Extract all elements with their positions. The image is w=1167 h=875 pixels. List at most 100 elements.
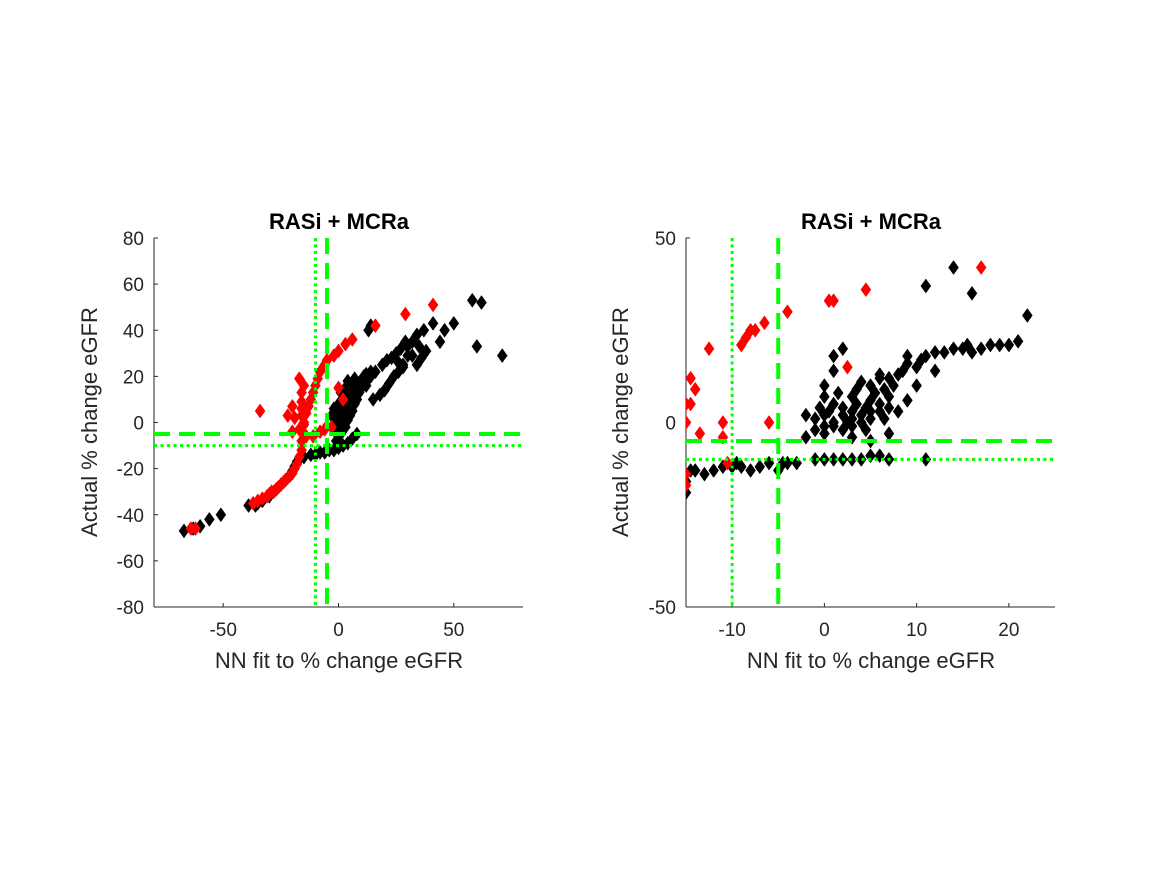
red-data-point [828, 293, 839, 309]
plot-area [686, 238, 1055, 607]
left-scatter-panel: RASi + MCRa NN fit to % change eGFR Actu… [77, 209, 523, 673]
black-data-point [948, 341, 959, 357]
black-data-point [400, 334, 411, 350]
red-data-point [842, 359, 853, 375]
black-data-point [837, 422, 849, 438]
black-data-point [929, 363, 941, 379]
y-tick-label: 40 [123, 321, 144, 342]
black-data-point [439, 322, 450, 338]
red-data-point [749, 322, 761, 338]
black-data-point [865, 403, 876, 419]
black-data-point [736, 459, 747, 475]
black-data-point [406, 348, 418, 364]
black-data-point [828, 348, 839, 364]
red-data-point [427, 297, 439, 313]
black-data-point [418, 322, 430, 338]
red-data-point [686, 477, 692, 493]
black-data-point [819, 418, 830, 434]
black-data-point [745, 463, 756, 478]
red-data-point [686, 396, 696, 412]
y-tick-label: -50 [649, 598, 676, 619]
black-data-point [855, 451, 867, 467]
right-scatter-panel: RASi + MCRa NN fit to % change eGFR Actu… [608, 209, 1055, 673]
black-data-point [427, 315, 439, 331]
red-data-point [287, 398, 298, 414]
black-data-point [819, 389, 830, 405]
black-data-point [448, 315, 460, 331]
black-data-point [828, 396, 839, 412]
red-data-point [975, 260, 987, 275]
black-data-point [920, 348, 932, 364]
black-data-point [837, 341, 849, 357]
black-data-point [466, 292, 478, 308]
red-data-point [717, 415, 729, 430]
y-tick-label: 80 [123, 229, 144, 250]
black-data-point [800, 407, 812, 423]
black-data-point [360, 378, 372, 394]
red-data-point [860, 282, 872, 298]
black-data-point [832, 385, 844, 401]
left-y-axis-label: Actual % change eGFR [77, 307, 102, 537]
red-data-point [347, 332, 358, 347]
black-data-point [809, 451, 821, 467]
black-data-point [865, 378, 876, 394]
black-data-point [883, 389, 895, 405]
red-data-point [686, 466, 692, 482]
black-data-point [911, 378, 922, 394]
black-data-point [902, 348, 913, 364]
black-data-point [800, 429, 812, 445]
right-y-axis-label: Actual % change eGFR [608, 307, 633, 537]
black-data-point [204, 511, 215, 527]
x-tick-label: 0 [333, 620, 344, 641]
y-tick-label: 60 [123, 275, 144, 296]
black-data-point [846, 451, 858, 467]
black-data-point [819, 378, 830, 394]
red-data-point [247, 495, 259, 511]
black-data-point [929, 344, 941, 360]
black-data-point [471, 338, 483, 354]
black-data-point [874, 367, 886, 382]
red-data-point [333, 380, 344, 396]
red-data-point [337, 392, 349, 407]
black-data-point [434, 334, 446, 350]
black-data-point [920, 278, 932, 294]
right-chart-title: RASi + MCRa [801, 209, 942, 234]
red-data-point [266, 484, 277, 500]
black-data-point [215, 507, 227, 523]
black-data-point [938, 344, 950, 360]
black-data-point [994, 337, 1005, 353]
black-data-point [966, 344, 978, 360]
red-data-point [254, 403, 266, 419]
y-tick-label: -40 [117, 506, 144, 527]
red-data-point [763, 415, 775, 430]
red-data-point [370, 318, 381, 334]
red-data-point [686, 415, 692, 430]
plot-area [154, 238, 523, 607]
red-data-point [293, 371, 305, 387]
y-tick-label: 50 [655, 229, 676, 250]
y-tick-label: -20 [117, 460, 144, 481]
x-tick-label: -50 [209, 620, 236, 641]
black-data-point [828, 451, 839, 467]
black-data-point [689, 463, 701, 478]
black-data-point [883, 400, 895, 416]
y-tick-label: 20 [123, 367, 144, 388]
left-chart-title: RASi + MCRa [269, 209, 410, 234]
black-data-point [883, 370, 895, 386]
black-data-point [349, 371, 360, 387]
red-data-point [759, 315, 770, 331]
black-data-point [892, 403, 904, 419]
black-data-point [920, 451, 932, 467]
y-tick-label: -60 [117, 552, 144, 573]
black-data-point [855, 374, 867, 390]
y-tick-label: 0 [133, 414, 144, 435]
right-x-axis-label: NN fit to % change eGFR [747, 648, 995, 673]
black-data-point [754, 459, 766, 475]
black-data-point [966, 285, 978, 301]
black-data-point [828, 418, 839, 434]
black-data-point [496, 348, 508, 364]
y-tick-label: -80 [117, 598, 144, 619]
red-data-point [400, 306, 411, 322]
